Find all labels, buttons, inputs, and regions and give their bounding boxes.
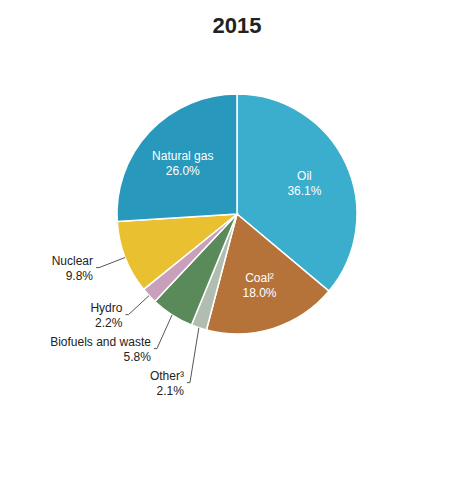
svg-text:Biofuels and waste5.8%: Biofuels and waste5.8% xyxy=(50,335,151,364)
svg-text:Nuclear9.8%: Nuclear9.8% xyxy=(52,254,94,283)
svg-text:Natural gas26.0%: Natural gas26.0% xyxy=(152,149,213,178)
svg-text:Other³2.1%: Other³2.1% xyxy=(150,369,184,398)
html-text:2015: 2015 xyxy=(212,13,262,38)
svg-text:Hydro2.2%: Hydro2.2% xyxy=(90,301,122,330)
svg-text:Oil36.1%: Oil36.1% xyxy=(287,169,321,198)
svg-text:Coal²18.0%: Coal²18.0% xyxy=(243,271,277,300)
